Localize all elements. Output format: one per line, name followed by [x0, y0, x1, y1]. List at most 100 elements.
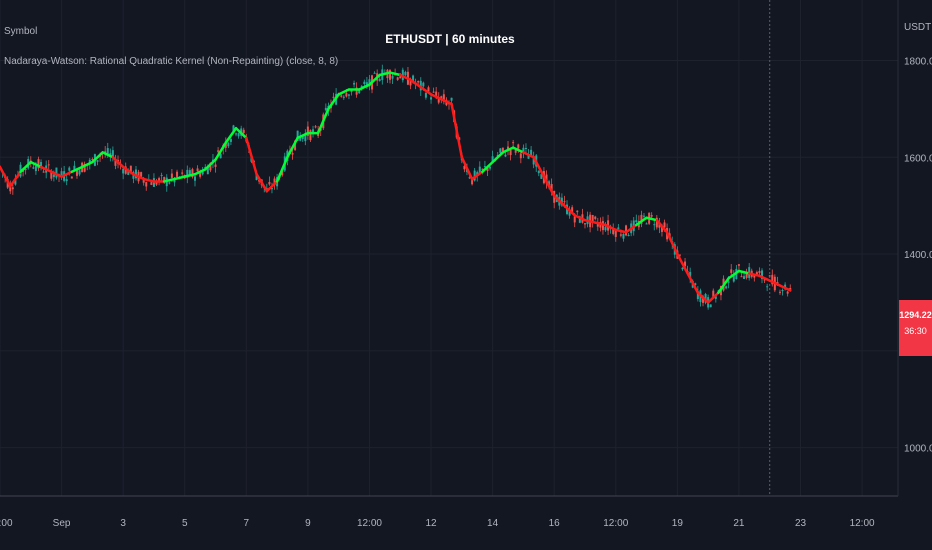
candle-body — [170, 173, 173, 178]
candle-body — [40, 162, 43, 168]
candle-body — [725, 286, 728, 289]
kernel-segment — [552, 194, 566, 207]
candle-body — [399, 76, 402, 79]
candle-body — [281, 171, 284, 176]
y-tick-label: 1000.00 — [904, 444, 932, 455]
candle-body — [640, 214, 643, 224]
candle-body — [404, 71, 407, 76]
candle-body — [83, 163, 86, 172]
candle-body — [181, 172, 184, 174]
candle-body — [763, 279, 766, 281]
candle-body — [778, 291, 781, 293]
candle-body — [355, 87, 358, 95]
candle-body — [681, 267, 684, 270]
kernel-segment — [204, 158, 217, 171]
candle-body — [378, 79, 381, 81]
candle-body — [111, 150, 114, 157]
y-tick-label: 1800.00 — [904, 56, 932, 67]
x-tick-label: 16 — [549, 518, 561, 529]
kernel-segment — [747, 272, 761, 278]
candle-body — [730, 269, 733, 273]
candle-body — [68, 167, 71, 171]
candle-body — [324, 107, 327, 111]
kernel-segment — [419, 85, 433, 96]
bar-countdown: 36:30 — [904, 326, 927, 336]
candle-body — [743, 276, 746, 279]
kernel-segment — [234, 126, 248, 140]
kernel-segment — [173, 175, 186, 181]
candle-body — [301, 135, 304, 140]
kernel-segment — [224, 126, 238, 145]
candle-body — [563, 201, 566, 203]
kernel-segment — [399, 73, 412, 82]
candle-body — [60, 171, 63, 178]
kernel-segment — [388, 71, 402, 77]
last-price-tag: 1294.22 36:30 — [899, 300, 932, 356]
candle-body — [635, 220, 638, 223]
x-tick-label: Sep — [53, 518, 71, 529]
kernel-segment — [604, 223, 618, 232]
candle-body — [114, 160, 117, 166]
kernel-segment — [39, 165, 53, 174]
kernel-segment — [491, 151, 505, 164]
candle-body — [737, 264, 740, 266]
candle-body — [712, 290, 715, 298]
candle-body — [758, 270, 761, 274]
candle-body — [663, 222, 666, 228]
y-tick-label: 1600.00 — [904, 153, 932, 164]
candle-body — [360, 86, 363, 88]
candle-body — [550, 184, 553, 193]
candle-body — [473, 170, 476, 181]
candle-body — [209, 162, 212, 171]
candle-body — [527, 154, 530, 159]
kernel-segment — [511, 146, 525, 154]
kernel-segment — [193, 168, 207, 176]
y-tick-label: 1400.00 — [904, 250, 932, 261]
candle-body — [237, 133, 240, 137]
kernel-segment — [142, 177, 156, 183]
candle-body — [347, 94, 350, 96]
x-tick-label: 12:00 — [0, 518, 13, 529]
last-price: 1294.22 — [899, 310, 932, 320]
candle-body — [91, 158, 94, 161]
candle-body — [363, 81, 366, 85]
candle-body — [422, 82, 425, 87]
kernel-segment — [296, 131, 310, 140]
candle-body — [75, 169, 78, 176]
kernel-segment — [583, 218, 597, 224]
candle-body — [391, 75, 394, 79]
candle-body — [483, 166, 486, 168]
candle-body — [650, 215, 653, 217]
candle-body — [255, 174, 258, 180]
candle-body — [571, 207, 574, 214]
candle-body — [578, 216, 581, 223]
candle-body — [768, 275, 771, 277]
candle-body — [140, 172, 143, 177]
candle-body — [127, 170, 130, 175]
candle-body — [509, 149, 512, 156]
candle-body — [612, 228, 615, 234]
candle-body — [619, 234, 622, 236]
kernel-segment — [255, 172, 269, 193]
kernel-segment — [717, 276, 730, 295]
candle-body — [727, 281, 730, 283]
candle-body — [145, 182, 148, 187]
indicator-label[interactable]: Nadaraya-Watson: Rational Quadratic Kern… — [4, 56, 339, 67]
candle-body — [217, 150, 220, 152]
candle-body — [176, 171, 179, 177]
candle-body — [642, 215, 645, 217]
kernel-segment — [635, 216, 648, 227]
candle-body — [155, 180, 158, 185]
kernel-segment — [758, 274, 771, 282]
kernel-segment — [501, 146, 515, 154]
candle-body — [232, 125, 235, 132]
symbol-label: Symbol — [4, 26, 38, 37]
candle-body — [160, 174, 163, 176]
candle-body — [481, 168, 484, 170]
candle-body — [188, 170, 191, 177]
candle-body — [517, 144, 520, 149]
kernel-segment — [645, 216, 659, 222]
candle-body — [199, 172, 202, 177]
kernel-segment — [9, 170, 22, 188]
